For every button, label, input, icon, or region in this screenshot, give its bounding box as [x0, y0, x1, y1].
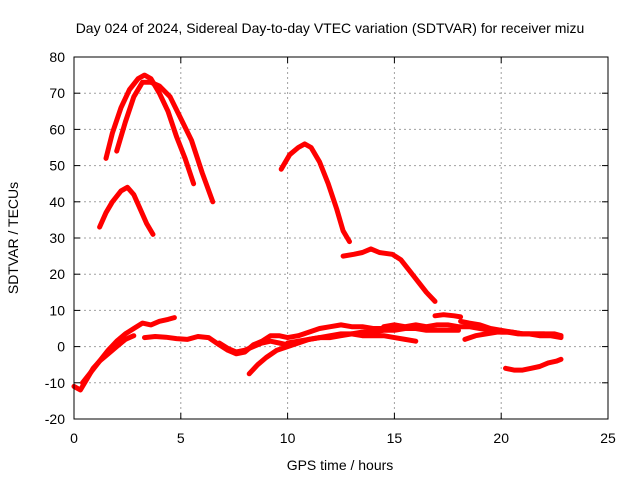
series-arc-k: [285, 326, 461, 346]
y-tick-label: 60: [49, 121, 65, 137]
y-tick-label: 70: [49, 85, 65, 101]
series-arc-b: [114, 79, 216, 205]
series-arc-i: [216, 338, 291, 355]
y-tick-label: -10: [45, 375, 65, 391]
grid-layer: [74, 57, 608, 419]
y-axis-label: SDTVAR / TECUs: [5, 182, 21, 294]
series-arc-d: [278, 141, 352, 245]
series-arc-c: [97, 184, 156, 237]
y-tick-label: 80: [49, 49, 65, 65]
y-tick-label: 20: [49, 266, 65, 282]
y-tick-label: 10: [49, 302, 65, 318]
series-arc-f: [71, 315, 177, 393]
x-axis-label: GPS time / hours: [287, 457, 394, 473]
series-arc-e: [340, 246, 438, 304]
x-tick-label: 25: [600, 430, 616, 446]
x-tick-label: 15: [387, 430, 403, 446]
chart-title: Day 024 of 2024, Sidereal Day-to-day VTE…: [76, 20, 585, 36]
series-arc-o: [462, 329, 564, 342]
series-arc-h: [142, 322, 397, 357]
series-arc-p: [503, 356, 564, 373]
series-layer: [71, 72, 564, 393]
series-arc-a: [103, 72, 197, 187]
x-tick-label: 10: [280, 430, 296, 446]
series-arc-g: [80, 333, 137, 386]
y-tick-label: 30: [49, 230, 65, 246]
y-tick-label: 50: [49, 158, 65, 174]
y-tick-label: -20: [45, 411, 65, 427]
series-arc-m: [432, 312, 464, 320]
y-tick-label: 0: [57, 339, 65, 355]
x-tick-label: 20: [493, 430, 509, 446]
y-tick-label: 40: [49, 194, 65, 210]
x-tick-label: 5: [177, 430, 185, 446]
axis-layer: 0 5 10 15 20 25 -20 -10 0 10 20 30 40 50 60 70 80: [45, 49, 616, 446]
x-tick-label: 0: [70, 430, 78, 446]
